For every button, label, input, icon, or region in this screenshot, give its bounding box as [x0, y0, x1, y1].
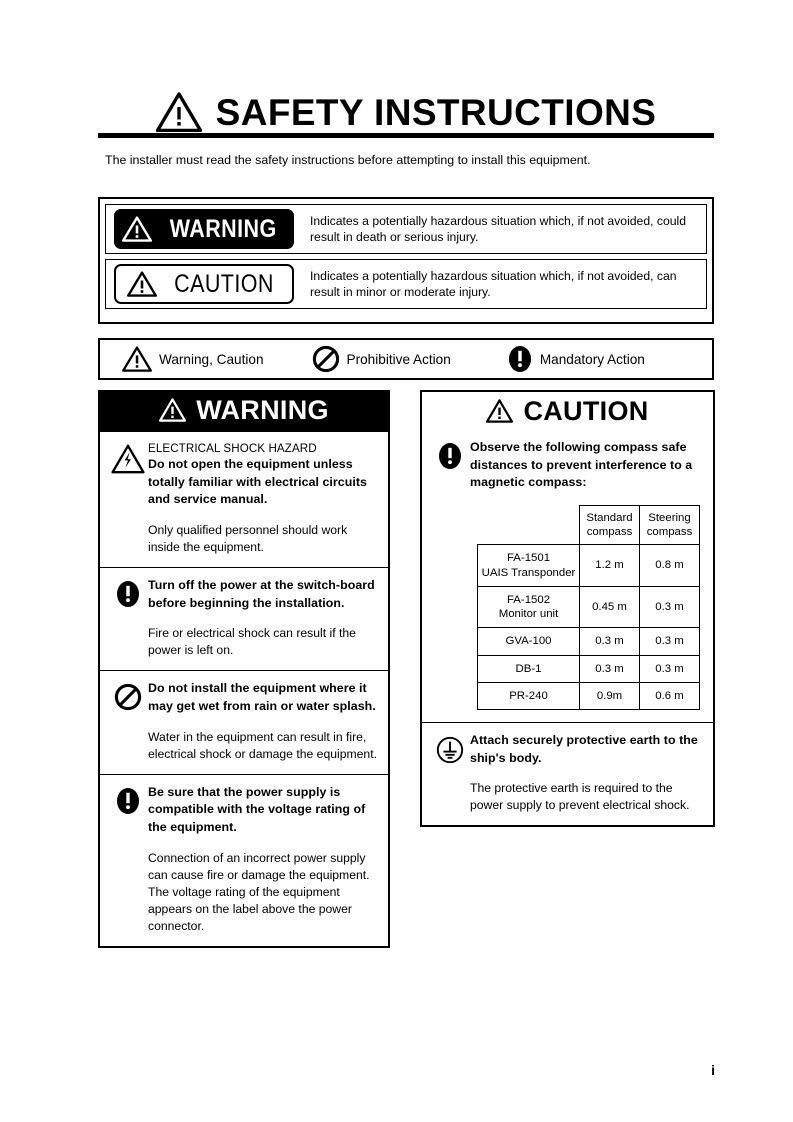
table-row: FA-1501 UAIS Transponder 1.2 m 0.8 m — [477, 544, 700, 587]
protective-earth-icon — [430, 732, 470, 814]
caution-item-earth: Attach securely protective earth to the … — [422, 723, 713, 825]
compass-safe-distance-table: Standard compass Steering compass FA-1501 UAI… — [477, 504, 700, 711]
compass-table-wrapper: Standard compass Steering compass FA-1501 UAI… — [422, 503, 713, 722]
table-cell-equipment: DB-1 — [477, 654, 580, 683]
table-row: GVA-100 0.3 m 0.3 m — [477, 627, 700, 656]
warning-badge-label: WARNING — [170, 214, 277, 243]
caution-badge: CAUTION — [114, 264, 294, 304]
caution-items: Observe the following compass safe dista… — [420, 430, 715, 828]
warning-item-heading: Do not open the equipment unless totally… — [148, 457, 367, 507]
table-cell-standard-compass: 1.2 m — [579, 544, 640, 587]
page-title: SAFETY INSTRUCTIONS — [215, 91, 657, 133]
table-cell-equipment: GVA-100 — [477, 627, 580, 656]
table-cell-standard-compass: 0.9m — [579, 681, 640, 711]
page-number: i — [711, 1062, 715, 1078]
signal-word-legend: WARNING Indicates a potentially hazardou… — [98, 197, 714, 324]
electrical-shock-triangle-icon — [108, 441, 148, 556]
legend-row-warning: WARNING Indicates a potentially hazardou… — [105, 204, 707, 254]
warning-item-text: Turn off the power at the switch-board b… — [148, 577, 380, 659]
table-cell-standard-compass: 0.3 m — [579, 627, 640, 656]
warning-triangle-icon — [122, 346, 152, 372]
table-cell-equipment: FA-1502 Monitor unit — [477, 585, 580, 629]
warning-item: Be sure that the power supply is compati… — [100, 773, 388, 946]
table-cell-steering-compass: 0.8 m — [639, 544, 700, 587]
warning-badge: WARNING — [114, 209, 294, 249]
warning-items: ELECTRICAL SHOCK HAZARD Do not open the … — [98, 430, 390, 949]
warning-triangle-icon — [155, 92, 202, 132]
caution-item-compass: Observe the following compass safe dista… — [422, 430, 713, 503]
symbol-legend-bar: Warning, Caution Prohibitive Action Mand… — [98, 338, 714, 380]
table-header-cell: Standard compass — [579, 504, 640, 546]
caution-column-title: CAUTION — [523, 395, 649, 426]
caution-column-header: CAUTION — [420, 390, 715, 430]
prohibition-circle-icon — [312, 345, 340, 373]
symbol-prohibitive-action: Prohibitive Action — [312, 345, 451, 373]
warning-item-subtitle: ELECTRICAL SHOCK HAZARD — [148, 442, 317, 455]
mandatory-exclamation-icon — [430, 439, 470, 492]
warning-item-heading: Be sure that the power supply is compati… — [148, 784, 366, 835]
caution-item-text: Attach securely protective earth to the … — [470, 732, 705, 814]
page-title-row: SAFETY INSTRUCTIONS — [98, 86, 714, 138]
warning-column-header: WARNING — [98, 390, 390, 430]
warning-item-body: Connection of an incorrect power supply … — [148, 850, 370, 933]
table-row: FA-1502 Monitor unit 0.45 m 0.3 m — [477, 585, 700, 629]
warning-badge-cell: WARNING — [106, 205, 302, 253]
title-underline — [98, 133, 714, 138]
table-header-row: Standard compass Steering compass — [477, 504, 700, 546]
warning-triangle-icon — [486, 399, 514, 423]
symbol-mandatory-action: Mandatory Action — [507, 345, 645, 373]
table-row: DB-1 0.3 m 0.3 m — [477, 654, 700, 683]
caution-item-heading: Observe the following compass safe dista… — [470, 440, 693, 490]
caution-item-heading: Attach securely protective earth to the … — [470, 733, 698, 765]
table-cell-standard-compass: 0.3 m — [579, 654, 640, 683]
table-row: PR-240 0.9m 0.6 m — [477, 681, 700, 711]
caution-item-text: Observe the following compass safe dista… — [470, 439, 705, 492]
symbol-warning-caution: Warning, Caution — [122, 346, 264, 372]
caution-badge-cell: CAUTION — [106, 260, 302, 308]
warning-item: Do not install the equipment where it ma… — [100, 670, 388, 773]
warning-item-heading: Do not install the equipment where it ma… — [148, 681, 376, 714]
warning-column: WARNING ELECTRICAL SHOCK HAZARD Do not o… — [98, 390, 390, 949]
warning-triangle-icon — [159, 398, 187, 422]
warning-description: Indicates a potentially hazardous situat… — [310, 213, 687, 244]
table-cell-equipment: FA-1501 UAIS Transponder — [477, 544, 580, 587]
table-cell-steering-compass: 0.6 m — [639, 681, 700, 711]
warning-item-text: Do not install the equipment where it ma… — [148, 680, 380, 762]
table-cell-equipment: PR-240 — [477, 681, 580, 711]
warning-item-body: Only qualified personnel should work ins… — [148, 522, 348, 554]
warning-triangle-icon — [126, 271, 157, 297]
caution-column: CAUTION Observe the following compass sa… — [420, 390, 715, 828]
mandatory-exclamation-icon — [108, 577, 148, 659]
warning-item: ELECTRICAL SHOCK HAZARD Do not open the … — [100, 432, 388, 567]
warning-item: Turn off the power at the switch-board b… — [100, 567, 388, 670]
table-cell-steering-compass: 0.3 m — [639, 627, 700, 656]
warning-item-heading: Turn off the power at the switch-board b… — [148, 578, 375, 610]
prohibition-circle-icon — [108, 680, 148, 762]
warning-column-title: WARNING — [196, 394, 329, 425]
table-header-cell: Steering compass — [639, 504, 700, 546]
table-cell-steering-compass: 0.3 m — [639, 585, 700, 629]
mandatory-exclamation-icon — [108, 784, 148, 935]
symbol-label: Mandatory Action — [539, 351, 645, 367]
table-cell-steering-compass: 0.3 m — [639, 654, 700, 683]
intro-text: The installer must read the safety instr… — [105, 153, 591, 167]
table-header-blank — [477, 505, 580, 546]
warning-item-text: ELECTRICAL SHOCK HAZARD Do not open the … — [148, 441, 380, 556]
caution-badge-label: CAUTION — [173, 269, 274, 298]
caution-section-divider — [422, 722, 713, 724]
symbol-label: Warning, Caution — [159, 351, 264, 367]
mandatory-exclamation-icon — [507, 345, 533, 373]
warning-item-body: Water in the equipment can result in fir… — [148, 729, 377, 761]
symbol-label: Prohibitive Action — [346, 351, 451, 367]
table-cell-standard-compass: 0.45 m — [579, 585, 640, 629]
legend-row-caution: CAUTION Indicates a potentially hazardou… — [105, 259, 707, 309]
warning-triangle-icon — [122, 216, 153, 242]
warning-item-text: Be sure that the power supply is compati… — [148, 784, 380, 935]
warning-item-body: Fire or electrical shock can result if t… — [148, 626, 356, 658]
caution-description: Indicates a potentially hazardous situat… — [310, 268, 677, 299]
caution-item-body: The protective earth is required to the … — [470, 781, 690, 813]
